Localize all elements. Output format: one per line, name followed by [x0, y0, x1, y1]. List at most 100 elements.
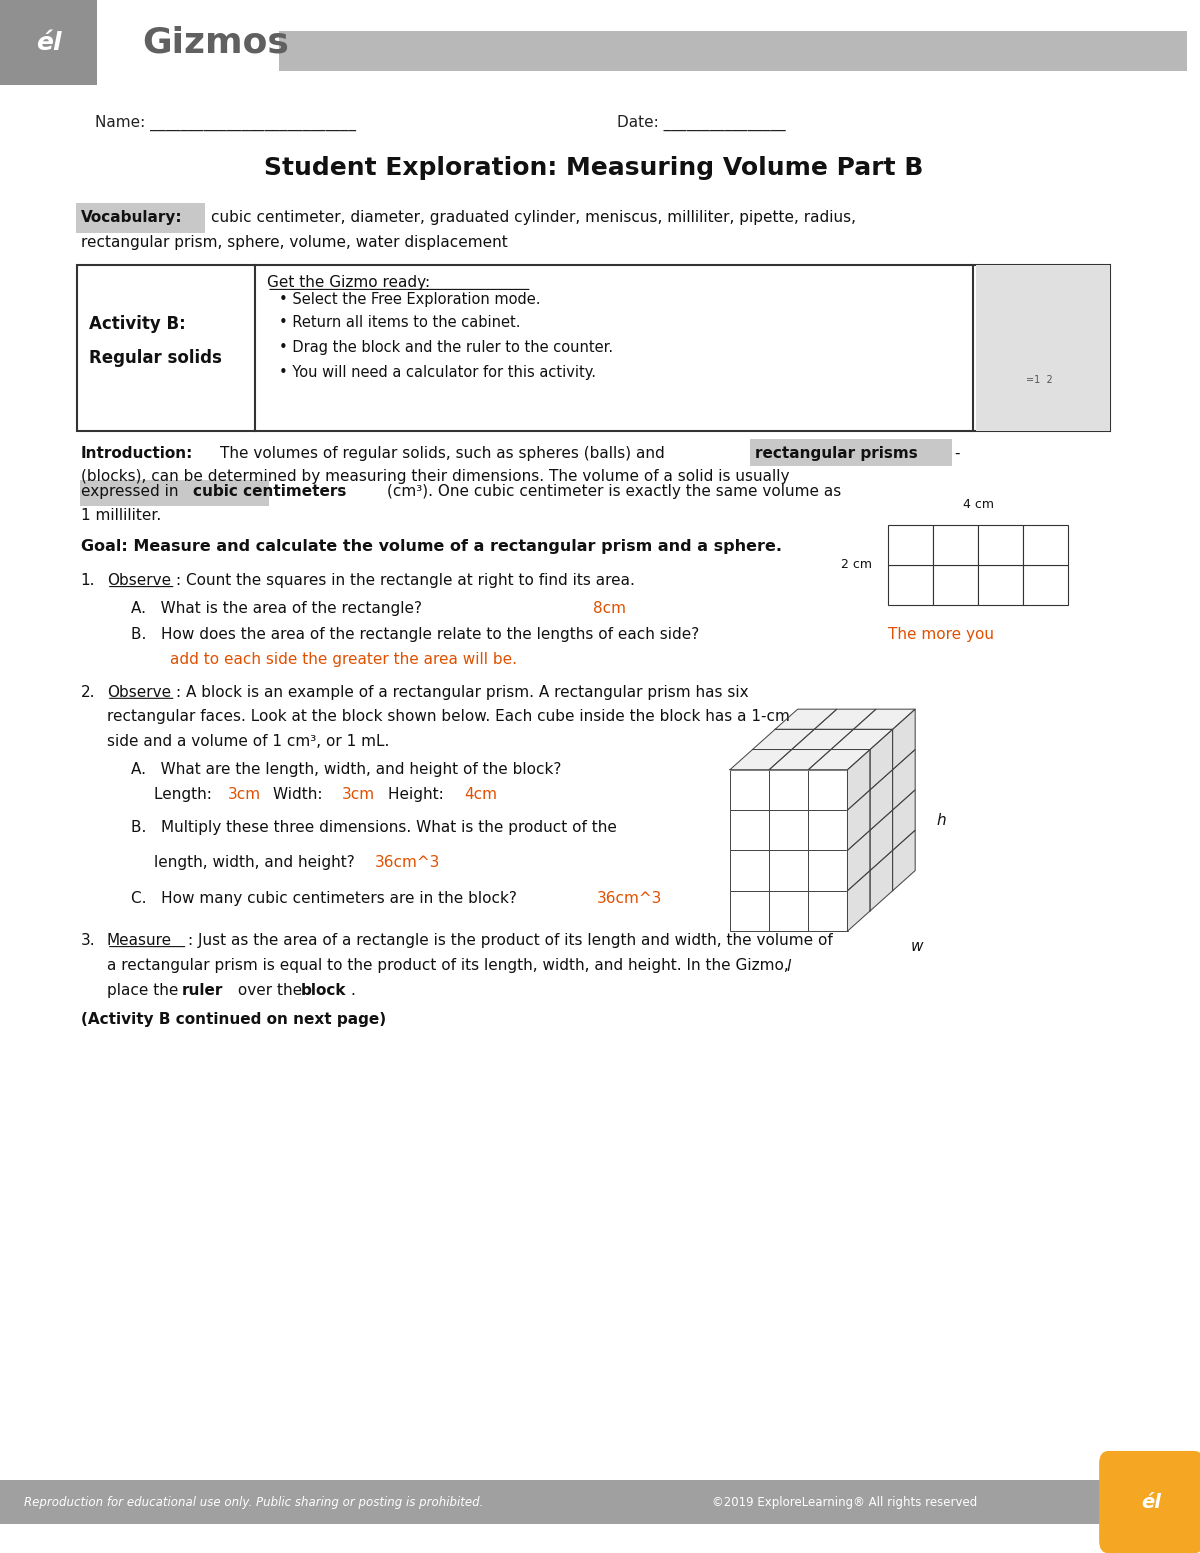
Text: él: él	[1141, 1492, 1162, 1511]
Text: 2 cm: 2 cm	[841, 559, 872, 572]
Text: cubic centimeter, diameter, graduated cylinder, meniscus, milliliter, pipette, r: cubic centimeter, diameter, graduated cy…	[211, 210, 857, 225]
Polygon shape	[893, 750, 916, 811]
Text: • Drag the block and the ruler to the counter.: • Drag the block and the ruler to the co…	[278, 340, 613, 356]
Text: cubic centimeters: cubic centimeters	[193, 485, 347, 500]
Text: Get the Gizmo ready:: Get the Gizmo ready:	[268, 275, 430, 290]
Bar	[809, 851, 847, 891]
Text: ©2019 ExploreLearning® All rights reserved: ©2019 ExploreLearning® All rights reserv…	[712, 1496, 978, 1508]
Text: The volumes of regular solids, such as spheres (balls) and: The volumes of regular solids, such as s…	[220, 446, 670, 461]
Text: Width:: Width:	[274, 787, 328, 801]
FancyBboxPatch shape	[750, 439, 952, 466]
Text: ruler: ruler	[181, 983, 223, 997]
Text: add to each side the greater the area will be.: add to each side the greater the area wi…	[131, 652, 516, 668]
Text: Name: ___________________________: Name: ___________________________	[95, 115, 356, 130]
Text: 3.: 3.	[80, 933, 95, 947]
Bar	[932, 565, 978, 606]
Text: 36cm^3: 36cm^3	[598, 891, 662, 905]
Text: rectangular prisms: rectangular prisms	[755, 446, 918, 461]
Text: 1 milliliter.: 1 milliliter.	[80, 508, 161, 523]
Text: Activity B:: Activity B:	[89, 315, 186, 334]
Polygon shape	[809, 750, 870, 770]
Text: 36cm^3: 36cm^3	[376, 856, 440, 870]
Polygon shape	[893, 710, 916, 770]
Text: : Just as the area of a rectangle is the product of its length and width, the vo: : Just as the area of a rectangle is the…	[187, 933, 833, 947]
Text: Height:: Height:	[388, 787, 449, 801]
Bar	[1024, 525, 1068, 565]
Bar	[730, 811, 769, 851]
FancyBboxPatch shape	[976, 266, 1110, 432]
Text: side and a volume of 1 cm³, or 1 mL.: side and a volume of 1 cm³, or 1 mL.	[107, 735, 389, 749]
Bar	[888, 565, 932, 606]
Text: w: w	[911, 940, 923, 954]
Polygon shape	[775, 710, 836, 730]
Polygon shape	[847, 871, 870, 932]
FancyBboxPatch shape	[79, 480, 270, 506]
Text: h: h	[936, 812, 946, 828]
Text: B.   Multiply these three dimensions. What is the product of the: B. Multiply these three dimensions. What…	[131, 820, 617, 834]
Polygon shape	[847, 750, 870, 811]
Bar	[932, 525, 978, 565]
Bar	[1024, 565, 1068, 606]
Text: Gizmos: Gizmos	[143, 26, 289, 59]
Text: Vocabulary:: Vocabulary:	[80, 210, 182, 225]
Text: 3cm: 3cm	[228, 787, 262, 801]
Text: rectangular prism, sphere, volume, water displacement: rectangular prism, sphere, volume, water…	[80, 235, 508, 250]
Bar	[809, 891, 847, 932]
Text: place the: place the	[107, 983, 184, 997]
Text: : A block is an example of a rectangular prism. A rectangular prism has six: : A block is an example of a rectangular…	[175, 685, 749, 699]
Text: =1  2: =1 2	[1026, 376, 1054, 385]
Polygon shape	[853, 710, 916, 730]
Polygon shape	[769, 750, 830, 770]
Text: over the: over the	[233, 983, 307, 997]
Polygon shape	[847, 831, 870, 891]
Bar	[888, 525, 932, 565]
Text: 4cm: 4cm	[464, 787, 497, 801]
Polygon shape	[870, 770, 893, 831]
Text: A.   What is the area of the rectangle?: A. What is the area of the rectangle?	[131, 601, 426, 617]
FancyBboxPatch shape	[0, 0, 97, 85]
Bar	[730, 891, 769, 932]
Text: a rectangular prism is equal to the product of its length, width, and height. In: a rectangular prism is equal to the prod…	[107, 958, 788, 972]
Bar	[978, 565, 1024, 606]
FancyBboxPatch shape	[1099, 1451, 1200, 1553]
Text: l: l	[787, 960, 791, 974]
Text: (Activity B continued on next page): (Activity B continued on next page)	[80, 1013, 386, 1027]
Polygon shape	[830, 730, 893, 750]
Text: • Return all items to the cabinet.: • Return all items to the cabinet.	[278, 315, 521, 331]
Text: Observe: Observe	[107, 685, 170, 699]
Text: block: block	[300, 983, 346, 997]
Text: • You will need a calculator for this activity.: • You will need a calculator for this ac…	[278, 365, 596, 380]
Polygon shape	[870, 811, 893, 871]
Bar	[769, 891, 809, 932]
Bar	[769, 811, 809, 851]
Text: Goal: Measure and calculate the volume of a rectangular prism and a sphere.: Goal: Measure and calculate the volume o…	[80, 539, 781, 554]
Polygon shape	[893, 790, 916, 851]
FancyBboxPatch shape	[278, 31, 1187, 71]
Bar	[809, 770, 847, 811]
Bar	[809, 811, 847, 851]
Polygon shape	[752, 730, 815, 750]
Bar	[769, 770, 809, 811]
Polygon shape	[870, 730, 893, 790]
FancyBboxPatch shape	[76, 203, 205, 233]
Bar	[730, 770, 769, 811]
Text: .: .	[350, 983, 355, 997]
Polygon shape	[815, 710, 876, 730]
FancyBboxPatch shape	[77, 266, 1110, 432]
Text: Measure: Measure	[107, 933, 172, 947]
Text: Reproduction for educational use only. Public sharing or posting is prohibited.: Reproduction for educational use only. P…	[24, 1496, 484, 1508]
Text: (blocks), can be determined by measuring their dimensions. The volume of a solid: (blocks), can be determined by measuring…	[80, 469, 790, 485]
Text: Date: ________________: Date: ________________	[617, 115, 786, 130]
Text: Introduction:: Introduction:	[80, 446, 193, 461]
Polygon shape	[730, 750, 792, 770]
Text: length, width, and height?: length, width, and height?	[155, 856, 360, 870]
Polygon shape	[893, 831, 916, 891]
Text: • Select the Free Exploration mode.: • Select the Free Exploration mode.	[278, 292, 540, 307]
Text: 8cm: 8cm	[594, 601, 626, 617]
Polygon shape	[792, 730, 853, 750]
Polygon shape	[847, 790, 870, 851]
Bar	[978, 525, 1024, 565]
Text: 3cm: 3cm	[342, 787, 374, 801]
Text: Regular solids: Regular solids	[89, 349, 222, 368]
Text: 4 cm: 4 cm	[962, 499, 994, 511]
